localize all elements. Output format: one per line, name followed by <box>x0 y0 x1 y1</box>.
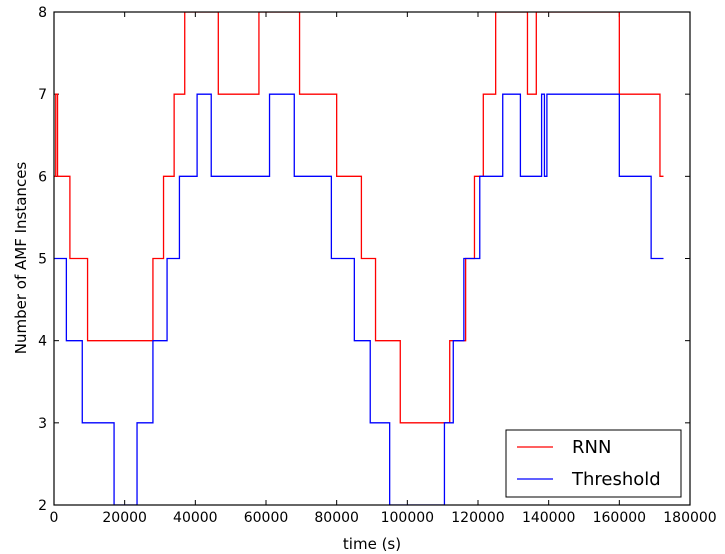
x-tick-label: 0 <box>50 510 59 526</box>
x-tick-label: 80000 <box>314 510 359 526</box>
y-tick-label: 7 <box>38 87 47 103</box>
x-tick-label: 120000 <box>451 510 504 526</box>
legend: RNN Threshold <box>505 429 682 498</box>
x-tick-label: 100000 <box>381 510 434 526</box>
y-tick-label: 5 <box>38 252 47 268</box>
series-line-rnn <box>54 12 664 424</box>
x-tick-label: 180000 <box>663 510 716 526</box>
x-tick-label: 20000 <box>102 510 147 526</box>
x-tick-label: 160000 <box>593 510 646 526</box>
y-tick-label: 4 <box>38 334 47 350</box>
legend-label-threshold: Threshold <box>571 469 661 490</box>
legend-box <box>505 429 682 498</box>
x-axis-label: time (s) <box>343 535 401 553</box>
x-tick-label: 40000 <box>173 510 218 526</box>
series-layer <box>54 12 664 505</box>
y-tick-label: 3 <box>38 416 47 432</box>
series-line-threshold <box>54 93 664 505</box>
plot-frame <box>53 11 691 506</box>
ticks-layer: 0 20000 40000 60000 80000 100000 120000 140000 1… <box>38 5 717 526</box>
y-tick-label: 8 <box>38 5 47 21</box>
x-tick-label: 60000 <box>244 510 289 526</box>
y-axis-label: Number of AMF Instances <box>12 162 30 355</box>
y-tick-label: 6 <box>38 169 47 185</box>
x-tick-label: 140000 <box>522 510 575 526</box>
y-tick-label: 2 <box>38 498 47 514</box>
legend-label-rnn: RNN <box>572 437 611 458</box>
